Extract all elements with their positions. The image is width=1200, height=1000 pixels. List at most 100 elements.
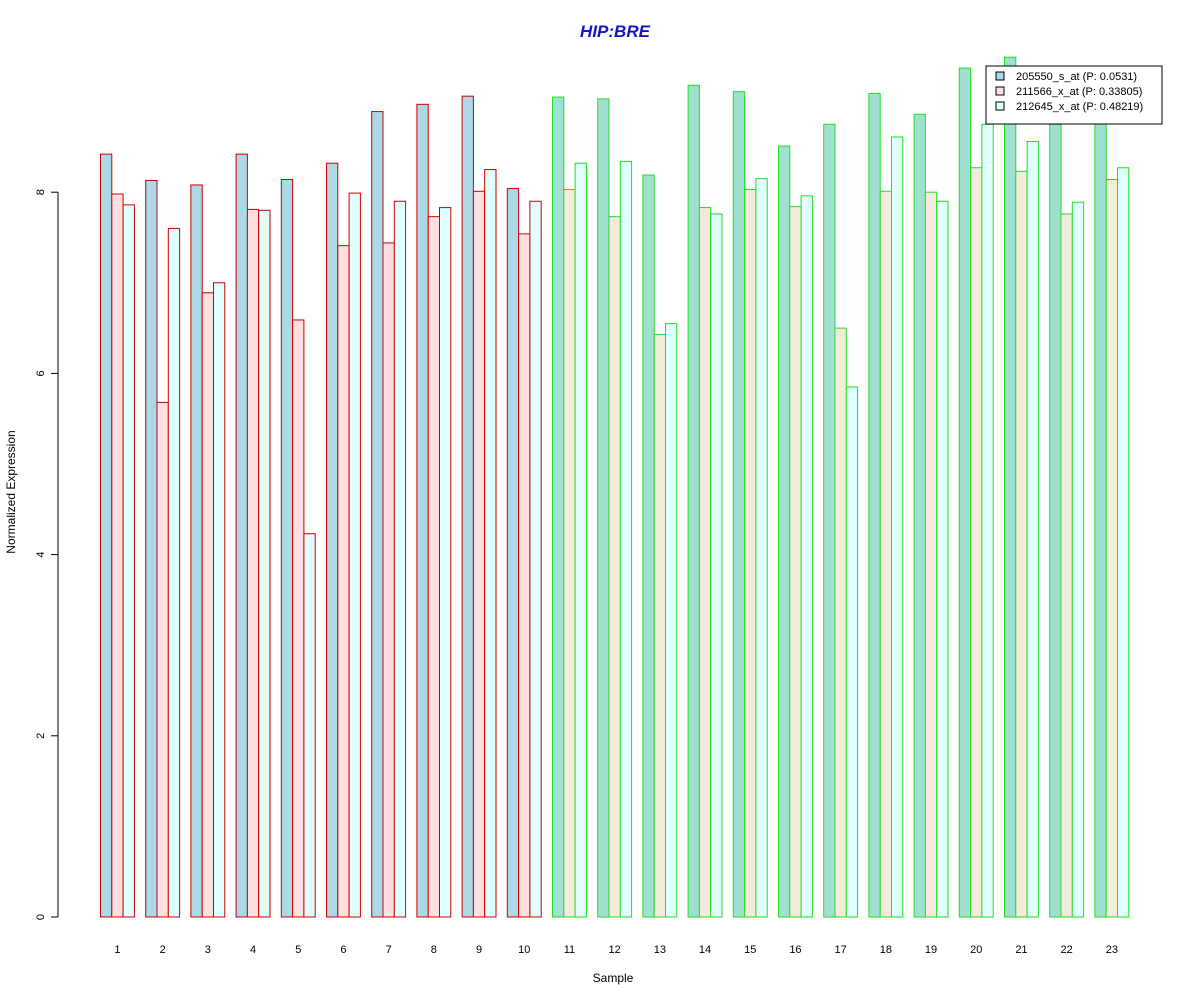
bar-sample-10-series-2 bbox=[518, 233, 531, 918]
y-tick-label: 0 bbox=[35, 914, 47, 920]
bar-sample-1-series-3 bbox=[122, 204, 135, 918]
bar-sample-12-series-1 bbox=[597, 98, 610, 918]
bar-sample-20-series-2 bbox=[970, 167, 983, 918]
bar-sample-9-series-1 bbox=[461, 95, 474, 918]
x-tick-label: 17 bbox=[835, 944, 847, 956]
x-tick-label: 11 bbox=[564, 944, 575, 956]
x-tick-label: 14 bbox=[699, 944, 711, 956]
bar-sample-10-series-3 bbox=[529, 200, 542, 918]
bar-sample-10-series-1 bbox=[506, 188, 520, 918]
bar-sample-22-series-3 bbox=[1071, 201, 1085, 918]
x-tick-label: 9 bbox=[476, 944, 482, 956]
bar-sample-18-series-3 bbox=[891, 136, 904, 918]
bar-sample-4-series-3 bbox=[258, 209, 271, 918]
x-tick-label: 4 bbox=[250, 944, 256, 956]
bar-sample-17-series-2 bbox=[834, 327, 847, 918]
bar-sample-5-series-1 bbox=[280, 179, 294, 918]
bar-sample-1-series-1 bbox=[100, 153, 113, 918]
bar-sample-18-series-1 bbox=[868, 92, 881, 918]
bar-sample-23-series-3 bbox=[1117, 167, 1130, 918]
bar-sample-20-series-3 bbox=[981, 123, 994, 918]
bar-sample-20-series-1 bbox=[958, 67, 972, 918]
bar-sample-18-series-2 bbox=[879, 190, 893, 918]
bar-sample-9-series-3 bbox=[484, 169, 497, 918]
bar-sample-9-series-2 bbox=[472, 190, 486, 918]
bar-sample-16-series-3 bbox=[800, 195, 813, 918]
y-tick-label: 8 bbox=[35, 189, 47, 195]
x-tick-label: 12 bbox=[609, 944, 621, 956]
bar-sample-23-series-1 bbox=[1094, 118, 1107, 918]
y-axis: 0 2 4 6 8 bbox=[35, 189, 59, 920]
x-tick-label: 23 bbox=[1106, 944, 1118, 956]
bar-sample-12-series-2 bbox=[608, 216, 621, 918]
x-tick-label: 10 bbox=[518, 944, 530, 956]
bar-sample-14-series-3 bbox=[710, 213, 723, 918]
x-tick-label: 21 bbox=[1015, 944, 1027, 956]
bar-sample-22-series-2 bbox=[1060, 213, 1073, 918]
bar-sample-3-series-3 bbox=[213, 282, 226, 918]
bar-sample-16-series-1 bbox=[778, 145, 791, 918]
bar-sample-1-series-2 bbox=[111, 193, 124, 918]
legend-entry-3: 212645_x_at (P: 0.48219) bbox=[1016, 101, 1143, 113]
legend-entry-2: 211566_x_at (P: 0.33805) bbox=[1016, 86, 1142, 98]
bars-group bbox=[100, 56, 1130, 918]
bar-sample-19-series-1 bbox=[913, 113, 926, 918]
legend-box bbox=[985, 65, 1163, 125]
bar-sample-13-series-3 bbox=[665, 323, 678, 918]
bar-sample-3-series-2 bbox=[201, 292, 214, 918]
x-tick-label: 5 bbox=[295, 944, 301, 956]
bar-sample-19-series-2 bbox=[924, 191, 938, 918]
x-tick-label: 13 bbox=[654, 944, 666, 956]
legend-entry-1: 205550_s_at (P: 0.0531) bbox=[1016, 71, 1137, 83]
legend: 205550_s_at (P: 0.0531) 211566_x_at (P: 0… bbox=[985, 65, 1163, 125]
x-tick-label: 20 bbox=[970, 944, 982, 956]
chart-title: HIP:BRE bbox=[580, 22, 651, 41]
bar-sample-13-series-2 bbox=[653, 333, 667, 918]
bar-sample-14-series-2 bbox=[698, 207, 712, 918]
x-tick-label: 15 bbox=[744, 944, 756, 956]
bar-sample-5-series-3 bbox=[303, 533, 316, 918]
bar-sample-2-series-1 bbox=[145, 179, 158, 918]
bar-sample-14-series-1 bbox=[687, 84, 700, 918]
y-axis-label: Normalized Expression bbox=[4, 430, 18, 553]
bar-sample-11-series-2 bbox=[563, 188, 576, 918]
bar-sample-4-series-1 bbox=[235, 153, 248, 918]
y-tick-label: 4 bbox=[35, 552, 47, 558]
bar-sample-11-series-1 bbox=[552, 96, 565, 918]
bar-sample-15-series-2 bbox=[744, 188, 757, 918]
y-tick-label: 6 bbox=[35, 370, 47, 376]
y-tick-label: 2 bbox=[35, 733, 47, 739]
x-axis-label: Sample bbox=[593, 971, 634, 985]
bar-sample-2-series-2 bbox=[156, 401, 169, 918]
x-tick-label: 22 bbox=[1061, 944, 1073, 956]
bar-sample-7-series-3 bbox=[393, 200, 407, 918]
x-tick-label: 1 bbox=[114, 944, 120, 956]
x-tick-label: 2 bbox=[160, 944, 166, 956]
bar-sample-4-series-2 bbox=[246, 208, 260, 918]
bar-sample-7-series-1 bbox=[371, 111, 384, 918]
bar-sample-15-series-1 bbox=[732, 91, 746, 918]
bar-sample-8-series-3 bbox=[439, 207, 452, 918]
bar-sample-6-series-1 bbox=[326, 162, 339, 918]
legend-swatch-2 bbox=[995, 86, 1005, 96]
bar-sample-11-series-3 bbox=[574, 162, 587, 918]
bar-sample-3-series-1 bbox=[190, 184, 203, 918]
x-tick-label: 3 bbox=[205, 944, 211, 956]
bar-sample-21-series-2 bbox=[1015, 170, 1028, 918]
bar-sample-16-series-2 bbox=[789, 206, 802, 918]
bar-sample-7-series-2 bbox=[382, 242, 395, 918]
legend-swatch-1 bbox=[995, 71, 1005, 81]
bar-sample-2-series-3 bbox=[167, 227, 181, 918]
bar-sample-17-series-1 bbox=[823, 123, 836, 918]
bar-sample-6-series-3 bbox=[348, 192, 361, 918]
bar-sample-21-series-1 bbox=[1004, 56, 1017, 918]
bar-sample-8-series-2 bbox=[427, 216, 441, 918]
bar-sample-5-series-2 bbox=[292, 319, 305, 918]
x-tick-label: 8 bbox=[431, 944, 437, 956]
bar-sample-17-series-3 bbox=[845, 386, 859, 918]
bar-sample-23-series-2 bbox=[1105, 179, 1118, 918]
x-tick-label: 19 bbox=[925, 944, 937, 956]
bar-sample-6-series-2 bbox=[337, 245, 350, 918]
bar-sample-13-series-1 bbox=[642, 174, 655, 918]
